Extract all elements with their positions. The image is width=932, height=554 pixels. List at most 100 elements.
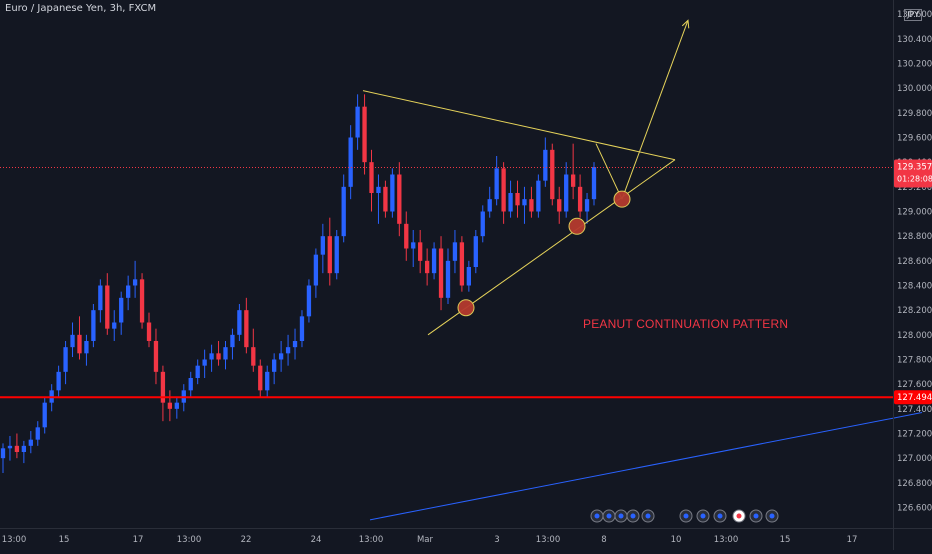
trendline-long-rising-trend[interactable]	[369, 412, 923, 521]
candle-body	[251, 347, 256, 366]
candle-body	[209, 353, 214, 360]
candle-body	[272, 359, 277, 372]
candle-body	[21, 445, 27, 452]
x-tick-label: 8	[601, 535, 606, 545]
x-tick-label: Mar	[417, 535, 434, 545]
candle-body	[84, 341, 89, 354]
candle-body	[466, 267, 472, 286]
pattern-marker-projected-low[interactable]	[613, 190, 631, 208]
symbol-title[interactable]: Euro / Japanese Yen, 3h, FXCM	[5, 3, 157, 14]
support-price-value: 127.494	[897, 393, 932, 403]
candle-body	[7, 445, 13, 449]
candle-body	[577, 186, 583, 212]
candle-body	[459, 242, 465, 286]
candle-body	[494, 168, 499, 200]
trendline-projection-leg-1[interactable]	[595, 143, 623, 200]
candle-body	[529, 199, 534, 212]
candle-body	[522, 199, 527, 206]
candle-body	[397, 174, 402, 224]
candle-body	[480, 211, 485, 237]
candle-body	[424, 260, 430, 274]
candle-body	[404, 223, 409, 249]
candle-body	[362, 106, 367, 163]
candle-body	[515, 193, 520, 206]
candle-body	[348, 137, 353, 187]
candle-body	[327, 236, 332, 274]
candle-body	[285, 347, 291, 354]
y-tick-label: 127.200	[897, 430, 932, 440]
x-tick-label: 17	[133, 535, 144, 545]
candle-body	[557, 199, 562, 212]
candle-body	[112, 322, 117, 329]
candle-body	[438, 248, 444, 298]
y-tick-label: 127.600	[897, 380, 932, 390]
y-tick-label: 130.000	[897, 84, 932, 94]
x-tick-label: 22	[241, 535, 252, 545]
candle-body	[376, 186, 381, 193]
candle-body	[119, 297, 124, 323]
candle-body	[146, 322, 152, 341]
trendline-projection-leg-2[interactable]	[621, 20, 689, 200]
candle-body	[411, 242, 416, 249]
candle-body	[584, 199, 590, 212]
candle-body	[195, 365, 200, 378]
candle-body	[570, 174, 576, 187]
candle-body	[564, 174, 569, 212]
candle-body	[98, 285, 103, 311]
candle-body	[70, 334, 75, 348]
candle-body	[431, 248, 437, 274]
pattern-marker-swing-low-2[interactable]	[568, 217, 586, 235]
candle-body	[473, 236, 478, 267]
x-tick-label: 10	[671, 535, 682, 545]
candle-body	[132, 279, 138, 286]
candle-body	[501, 168, 506, 212]
candle-body	[188, 378, 193, 391]
candle-body	[369, 162, 374, 193]
candle-body	[77, 334, 82, 354]
x-tick-label: 13:00	[2, 535, 27, 545]
candle-body	[125, 285, 131, 298]
arrow-head	[681, 19, 690, 29]
y-tick-label: 128.400	[897, 282, 932, 292]
candle-body	[487, 199, 492, 212]
candle-body	[508, 193, 513, 212]
y-tick-label: 130.400	[897, 35, 932, 45]
support-price-tag	[894, 390, 932, 405]
candle-body	[445, 260, 451, 298]
candle-body	[202, 359, 207, 366]
candle-body	[452, 242, 458, 261]
y-tick-label: 128.800	[897, 232, 932, 242]
candle-body	[418, 242, 423, 261]
y-tick-label: 128.200	[897, 306, 932, 316]
event-icon-dot	[736, 513, 742, 519]
current-price-value: 129.357	[897, 162, 932, 172]
candle-body	[390, 174, 395, 212]
candle-body	[278, 353, 284, 360]
candle-body	[42, 402, 47, 428]
y-tick-label: 127.000	[897, 454, 932, 464]
y-tick-label: 128.000	[897, 331, 932, 341]
candle-body	[223, 347, 228, 360]
currency-badge[interactable]: JPY	[904, 9, 922, 21]
trendline-triangle-upper[interactable]	[362, 90, 676, 161]
candle-body	[265, 371, 270, 391]
event-icon-dot	[594, 513, 600, 519]
current-price-tag	[894, 159, 932, 188]
candle-body	[258, 365, 263, 391]
candle-body	[591, 167, 597, 200]
pattern-marker-swing-low-1[interactable]	[457, 299, 475, 317]
candle-body	[313, 254, 319, 286]
candle-body	[383, 186, 388, 212]
candle-body	[299, 316, 305, 341]
x-tick-label: 3	[494, 535, 499, 545]
y-tick-label: 130.200	[897, 60, 932, 70]
x-tick-label: 24	[311, 535, 322, 545]
x-tick-label: 15	[780, 535, 791, 545]
candle-body	[160, 371, 166, 403]
event-icon-dot	[645, 513, 651, 519]
candle-body	[139, 279, 145, 323]
event-icon-dot	[683, 513, 689, 519]
x-tick-label: 13:00	[177, 535, 202, 545]
